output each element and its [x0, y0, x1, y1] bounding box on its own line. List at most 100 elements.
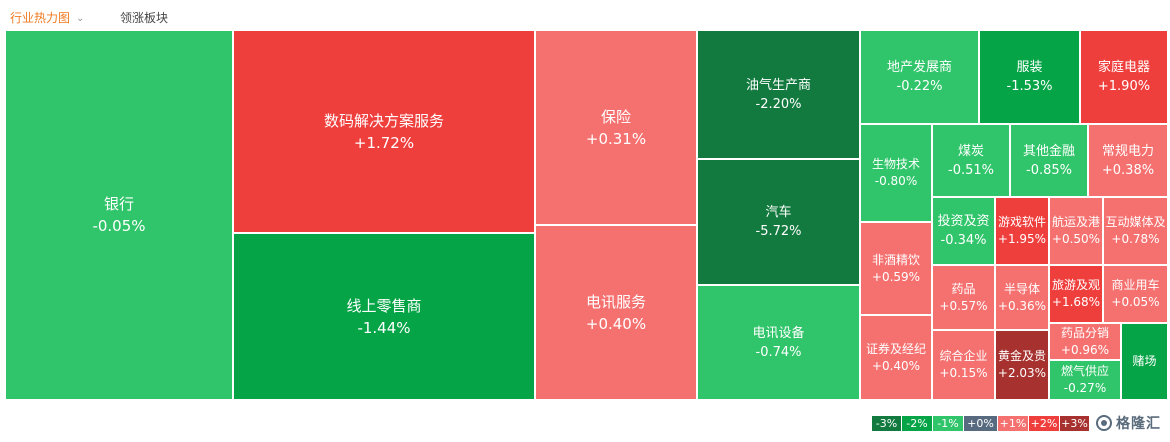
- legend-swatch: +0%: [964, 416, 998, 431]
- sector-name: 银行: [103, 195, 134, 213]
- sector-change-percent: -0.05%: [92, 217, 146, 235]
- gelonghui-logo-icon: [1096, 415, 1112, 431]
- sector-name: 其他金融: [1022, 143, 1075, 159]
- sector-tile[interactable]: 药品分销 +0.96%: [1049, 323, 1121, 360]
- legend-swatch: -3%: [872, 416, 902, 431]
- sector-tile[interactable]: 互动媒体及 +0.78%: [1103, 197, 1168, 265]
- sector-tile[interactable]: 煤炭 -0.51%: [932, 124, 1010, 197]
- sector-tile[interactable]: 常规电力 +0.38%: [1088, 124, 1168, 197]
- sector-name: 药品: [951, 281, 976, 296]
- sector-change-percent: -1.44%: [357, 318, 411, 337]
- legend-swatch: -2%: [902, 416, 933, 431]
- sector-name: 地产发展商: [886, 60, 952, 75]
- tab-industry-heatmap-label: 行业热力图: [10, 11, 71, 25]
- sector-tile[interactable]: 综合企业 +0.15%: [932, 330, 995, 400]
- sector-name: 生物技术: [871, 157, 920, 171]
- sector-change-percent: -1.53%: [1006, 79, 1053, 94]
- legend-swatch: +3%: [1060, 416, 1090, 431]
- sector-name: 赌场: [1132, 354, 1157, 368]
- sector-change-percent: -5.72%: [755, 224, 802, 239]
- sector-name: 黄金及贵: [997, 349, 1046, 363]
- tab-leading-sectors[interactable]: 领涨板块: [120, 9, 168, 26]
- sector-tile[interactable]: 汽车 -5.72%: [697, 159, 860, 285]
- sector-tile[interactable]: 游戏软件 +1.95%: [995, 197, 1049, 265]
- sector-name: 航运及港: [1051, 215, 1100, 229]
- sector-change-percent: -0.22%: [896, 79, 943, 94]
- sector-tile[interactable]: 旅游及观 +1.68%: [1049, 265, 1103, 323]
- sector-change-percent: +2.03%: [997, 366, 1047, 380]
- sector-tile[interactable]: 家庭电器 +1.90%: [1080, 30, 1168, 124]
- tab-leading-sectors-label: 领涨板块: [120, 11, 169, 25]
- legend-swatch: -1%: [933, 416, 964, 431]
- color-legend: -3% -2% -1% +0% +1% +2% +3%: [872, 416, 1090, 431]
- sector-change-percent: +0.57%: [939, 298, 988, 313]
- sector-name: 半导体: [1003, 281, 1040, 296]
- sector-name: 游戏软件: [997, 215, 1046, 229]
- sector-name: 证券及经纪: [865, 341, 926, 356]
- sector-change-percent: +0.40%: [871, 358, 921, 373]
- sector-name: 投资及资: [937, 214, 990, 229]
- sector-tile[interactable]: 电讯服务 +0.40%: [535, 225, 697, 400]
- sector-tile[interactable]: 数码解决方案服务 +1.72%: [233, 30, 535, 233]
- sector-name: 线上零售商: [346, 296, 422, 315]
- sector-change-percent: +0.50%: [1051, 232, 1101, 246]
- sector-name: 药品分销: [1060, 325, 1109, 340]
- legend-swatch: +2%: [1029, 416, 1060, 431]
- sector-name: 商业用车: [1111, 278, 1160, 292]
- sector-change-percent: +0.78%: [1111, 232, 1160, 246]
- watermark: 格隆汇: [1094, 412, 1165, 434]
- sector-change-percent: +0.05%: [1111, 295, 1160, 309]
- sector-change-percent: +0.96%: [1060, 342, 1110, 357]
- sector-tile[interactable]: 药品 +0.57%: [932, 265, 995, 330]
- sector-change-percent: +0.31%: [585, 129, 647, 148]
- sector-change-percent: -0.27%: [1063, 381, 1107, 395]
- sector-tile[interactable]: 线上零售商 -1.44%: [233, 233, 535, 400]
- sector-name: 煤炭: [957, 143, 984, 159]
- sector-name: 旅游及观: [1051, 278, 1100, 292]
- sector-name: 互动媒体及: [1105, 215, 1166, 229]
- sector-tile[interactable]: 电讯设备 -0.74%: [697, 285, 860, 400]
- sector-tile[interactable]: 生物技术 -0.80%: [860, 124, 932, 222]
- sector-change-percent: +0.40%: [585, 314, 647, 333]
- sector-tile[interactable]: 航运及港 +0.50%: [1049, 197, 1103, 265]
- sector-tile[interactable]: 黄金及贵 +2.03%: [995, 330, 1049, 400]
- sector-tile[interactable]: 服装 -1.53%: [979, 30, 1080, 124]
- sector-change-percent: -0.51%: [948, 162, 994, 178]
- sector-name: 电讯设备: [752, 325, 805, 341]
- sector-tile[interactable]: 银行 -0.05%: [5, 30, 233, 400]
- sector-tile[interactable]: 地产发展商 -0.22%: [860, 30, 979, 124]
- sector-tile[interactable]: 证券及经纪 +0.40%: [860, 315, 932, 400]
- sector-change-percent: -0.34%: [940, 233, 987, 248]
- sector-tile[interactable]: 其他金融 -0.85%: [1010, 124, 1088, 197]
- sector-change-percent: +1.95%: [997, 232, 1047, 246]
- sector-change-percent: +0.59%: [871, 269, 921, 284]
- sector-tile[interactable]: 保险 +0.31%: [535, 30, 697, 225]
- sector-name: 保险: [600, 107, 631, 126]
- sector-tile[interactable]: 商业用车 +0.05%: [1103, 265, 1168, 323]
- tab-bar: 行业热力图 ⌄ 领涨板块: [0, 0, 1170, 30]
- sector-tile[interactable]: 油气生产商 -2.20%: [697, 30, 860, 159]
- chevron-down-icon[interactable]: ⌄: [76, 13, 85, 24]
- watermark-text: 格隆汇: [1116, 416, 1161, 432]
- sector-name: 家庭电器: [1097, 60, 1150, 75]
- tab-industry-heatmap[interactable]: 行业热力图 ⌄: [10, 9, 84, 26]
- sector-tile[interactable]: 赌场: [1121, 323, 1168, 400]
- sector-tile[interactable]: 非酒精饮 +0.59%: [860, 222, 932, 315]
- sector-name: 非酒精饮: [871, 252, 920, 267]
- sector-tile[interactable]: 燃气供应 -0.27%: [1049, 360, 1121, 400]
- sector-name: 油气生产商: [745, 77, 811, 93]
- sector-change-percent: +1.72%: [353, 133, 415, 152]
- sector-name: 汽车: [765, 205, 792, 220]
- sector-change-percent: +0.15%: [939, 366, 988, 380]
- sector-change-percent: -0.74%: [755, 344, 802, 360]
- sector-name: 电讯服务: [585, 292, 646, 311]
- sector-tile[interactable]: 半导体 +0.36%: [995, 265, 1049, 330]
- sector-change-percent: +1.68%: [1051, 295, 1101, 309]
- sector-name: 常规电力: [1101, 143, 1154, 159]
- industry-treemap: 银行 -0.05% 数码解决方案服务 +1.72% 线上零售商 -1.44% 保险 +0.31…: [5, 30, 1168, 400]
- sector-change-percent: -0.80%: [874, 174, 918, 188]
- sector-tile[interactable]: 投资及资 -0.34%: [932, 197, 995, 265]
- sector-name: 燃气供应: [1060, 364, 1109, 378]
- legend-swatch: +1%: [998, 416, 1029, 431]
- sector-name: 综合企业: [939, 349, 988, 363]
